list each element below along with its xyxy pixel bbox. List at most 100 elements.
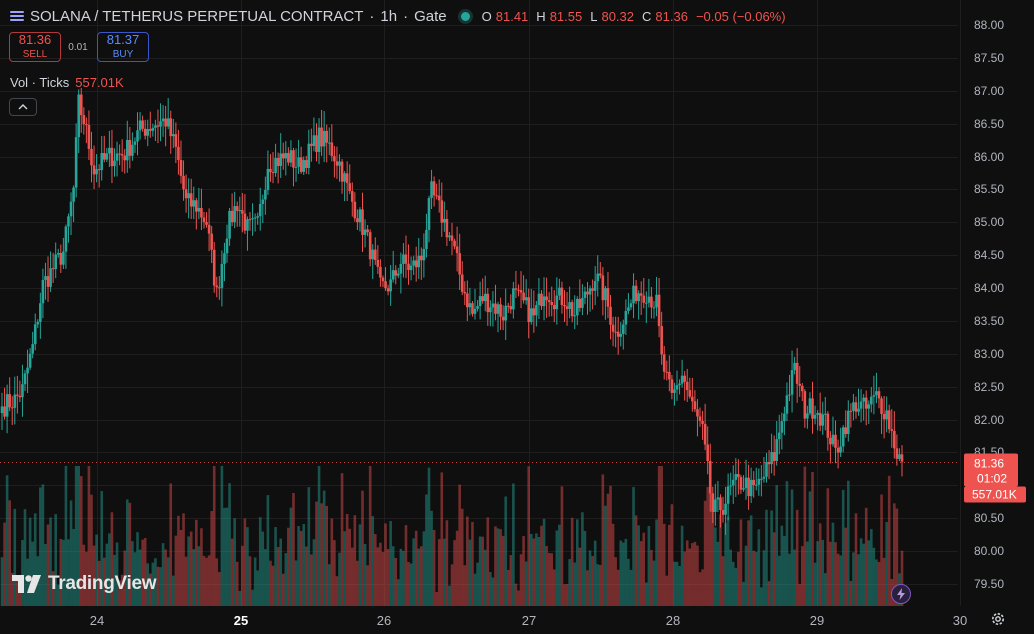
candle-body[interactable]: [749, 479, 753, 497]
candle-body[interactable]: [432, 181, 436, 196]
candle-body[interactable]: [90, 148, 93, 166]
candle-body[interactable]: [680, 375, 684, 384]
candle-body[interactable]: [97, 169, 101, 171]
candle-body[interactable]: [210, 233, 213, 250]
candle-body[interactable]: [645, 302, 648, 304]
candle-body[interactable]: [141, 120, 144, 129]
candle-body[interactable]: [284, 153, 288, 159]
candle-body[interactable]: [593, 281, 597, 291]
candle-body[interactable]: [399, 263, 403, 274]
candle-body[interactable]: [202, 217, 206, 223]
candle-body[interactable]: [760, 478, 763, 480]
candle-body[interactable]: [3, 406, 6, 417]
candle-body[interactable]: [435, 195, 438, 197]
candle-body[interactable]: [714, 499, 717, 512]
candle-body[interactable]: [568, 302, 571, 309]
candle-body[interactable]: [62, 251, 65, 265]
candle-body[interactable]: [335, 161, 339, 166]
candle-body[interactable]: [486, 293, 490, 313]
candle-body[interactable]: [596, 273, 600, 282]
candle-body[interactable]: [639, 293, 643, 296]
candle-body[interactable]: [31, 344, 34, 354]
candle-body[interactable]: [427, 197, 431, 230]
candle-body[interactable]: [445, 218, 449, 238]
candle-body[interactable]: [826, 413, 830, 438]
candle-body[interactable]: [154, 125, 157, 128]
candle-body[interactable]: [320, 127, 323, 147]
candle-body[interactable]: [481, 296, 484, 302]
candle-body[interactable]: [821, 414, 825, 426]
candle-body[interactable]: [333, 156, 336, 162]
candle-body[interactable]: [312, 135, 316, 146]
candle-body[interactable]: [8, 394, 11, 408]
candle-body[interactable]: [437, 195, 441, 201]
candle-body[interactable]: [841, 427, 845, 447]
candle-body[interactable]: [724, 503, 727, 515]
candle-body[interactable]: [287, 153, 290, 163]
candle-body[interactable]: [261, 199, 265, 204]
candle-body[interactable]: [340, 161, 344, 182]
candle-body[interactable]: [542, 296, 546, 307]
candle-body[interactable]: [494, 303, 497, 314]
candle-body[interactable]: [575, 298, 579, 316]
candle-body[interactable]: [737, 474, 740, 478]
candle-body[interactable]: [547, 300, 551, 303]
candle-body[interactable]: [893, 430, 896, 449]
candle-body[interactable]: [79, 94, 83, 116]
candle-body[interactable]: [28, 353, 32, 368]
candle-body[interactable]: [241, 210, 244, 214]
candle-body[interactable]: [108, 147, 111, 154]
candle-body[interactable]: [376, 260, 380, 267]
candle-body[interactable]: [772, 452, 776, 462]
candle-body[interactable]: [125, 139, 129, 161]
candle-body[interactable]: [857, 408, 860, 412]
candle-body[interactable]: [85, 124, 88, 126]
candle-body[interactable]: [877, 391, 881, 399]
candle-body[interactable]: [642, 295, 646, 303]
candle-body[interactable]: [363, 229, 367, 235]
candle-body[interactable]: [274, 157, 277, 173]
candle-body[interactable]: [161, 118, 165, 122]
candle-body[interactable]: [36, 321, 40, 325]
candle-body[interactable]: [716, 497, 720, 500]
candle-body[interactable]: [489, 307, 492, 313]
candle-body[interactable]: [731, 479, 735, 486]
candle-body[interactable]: [205, 222, 208, 225]
candle-body[interactable]: [765, 461, 768, 477]
candle-body[interactable]: [691, 396, 694, 402]
candle-body[interactable]: [417, 255, 421, 268]
candle-body[interactable]: [302, 160, 306, 172]
candle-body[interactable]: [632, 285, 635, 304]
candle-body[interactable]: [831, 434, 835, 445]
candle-body[interactable]: [601, 275, 605, 301]
candle-body[interactable]: [189, 193, 193, 207]
candle-body[interactable]: [622, 324, 625, 334]
candle-body[interactable]: [466, 293, 469, 308]
candle-body[interactable]: [64, 226, 68, 252]
interval-label[interactable]: 1h: [380, 7, 398, 25]
candle-body[interactable]: [440, 200, 444, 223]
candle-body[interactable]: [21, 384, 24, 398]
candle-body[interactable]: [256, 216, 259, 218]
candle-body[interactable]: [586, 291, 589, 295]
buy-button[interactable]: 81.37 BUY: [97, 32, 149, 62]
candle-body[interactable]: [581, 298, 584, 308]
candle-body[interactable]: [366, 229, 369, 233]
candle-body[interactable]: [517, 289, 520, 291]
candle-body[interactable]: [218, 287, 221, 289]
candle-body[interactable]: [519, 290, 523, 293]
candle-body[interactable]: [550, 302, 554, 306]
candle-body[interactable]: [105, 153, 109, 160]
candle-body[interactable]: [453, 240, 456, 247]
candle-body[interactable]: [353, 201, 357, 219]
candle-body[interactable]: [269, 168, 272, 173]
candle-body[interactable]: [74, 137, 78, 188]
candle-body[interactable]: [133, 141, 137, 145]
candle-body[interactable]: [675, 385, 679, 390]
candle-body[interactable]: [182, 175, 185, 190]
candle-body[interactable]: [455, 246, 459, 254]
candle-body[interactable]: [348, 183, 352, 192]
candle-body[interactable]: [59, 253, 63, 265]
candle-body[interactable]: [862, 397, 865, 402]
